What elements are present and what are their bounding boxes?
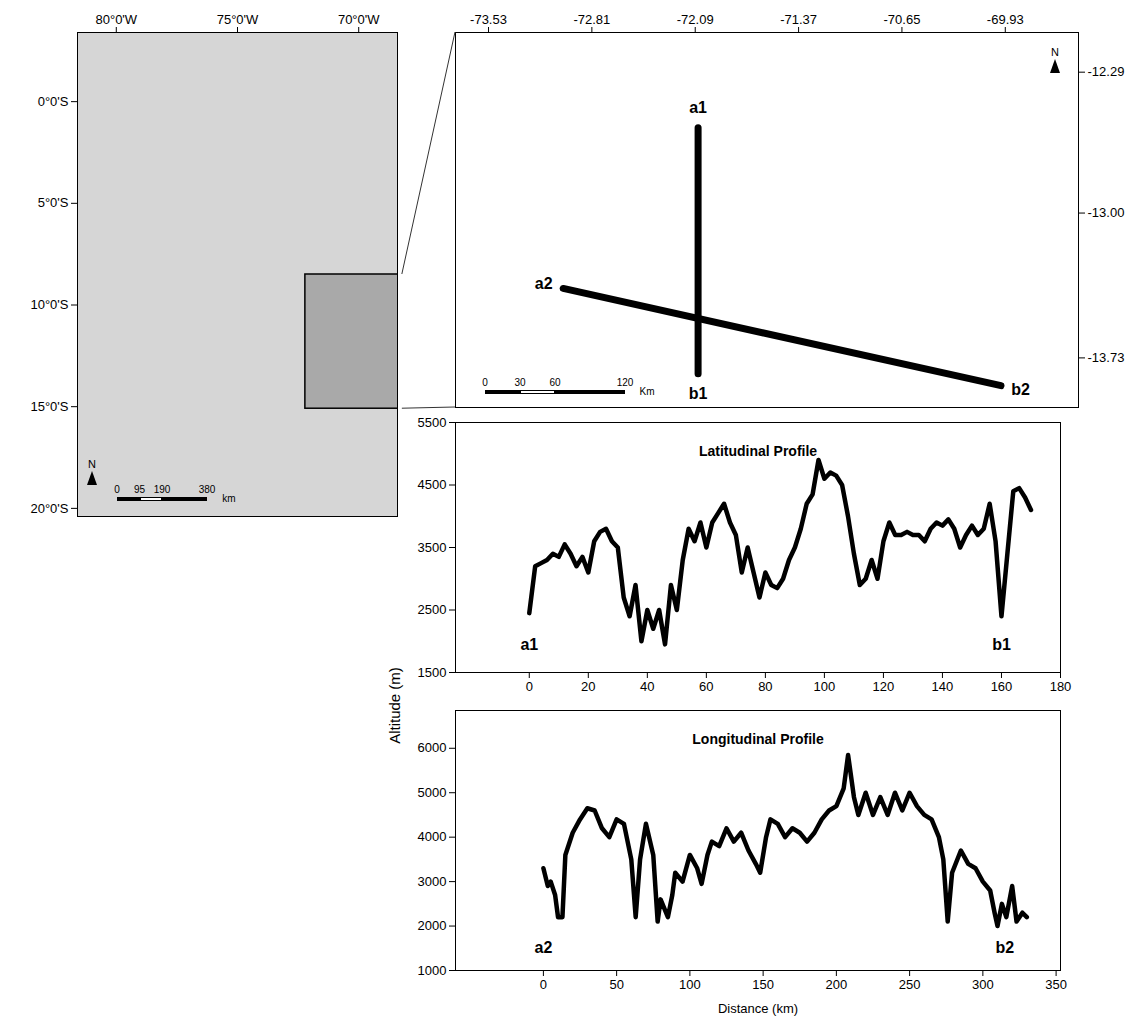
svg-text:1000: 1000	[418, 963, 447, 978]
html-text:95: 95	[133, 484, 146, 495]
svg-text:-12.29: -12.29	[1088, 64, 1125, 79]
svg-text:-13.73: -13.73	[1088, 350, 1125, 365]
html-text:N: N	[88, 458, 96, 470]
svg-text:Longitudinal Profile: Longitudinal Profile	[692, 731, 824, 747]
html-text:0: 0	[114, 484, 120, 495]
html-text:190: 190	[153, 484, 171, 495]
svg-text:5500: 5500	[418, 415, 447, 430]
svg-text:150: 150	[752, 977, 774, 992]
svg-text:a1: a1	[520, 635, 538, 652]
html-text:km: km	[222, 493, 236, 504]
svg-text:a2: a2	[535, 275, 553, 292]
svg-text:-72.09: -72.09	[677, 12, 714, 27]
svg-text:2500: 2500	[418, 602, 447, 617]
svg-text:b1: b1	[689, 385, 708, 402]
svg-text:80: 80	[758, 679, 772, 694]
html-text:Km: Km	[639, 386, 655, 397]
svg-text:2000: 2000	[418, 918, 447, 933]
svg-text:80°0'W: 80°0'W	[95, 12, 137, 27]
svg-text:b1: b1	[992, 635, 1011, 652]
svg-text:-70.65: -70.65	[883, 12, 920, 27]
svg-text:50: 50	[609, 977, 623, 992]
svg-text:b2: b2	[1011, 381, 1030, 398]
svg-text:-69.93: -69.93	[987, 12, 1024, 27]
html-text:N: N	[1051, 46, 1059, 58]
svg-text:200: 200	[826, 977, 848, 992]
html-text:0: 0	[482, 377, 488, 388]
svg-text:5000: 5000	[418, 785, 447, 800]
svg-text:4500: 4500	[418, 477, 447, 492]
svg-text:120: 120	[873, 679, 895, 694]
svg-text:Distance (km): Distance (km)	[718, 1001, 798, 1016]
svg-text:-72.81: -72.81	[573, 12, 610, 27]
svg-text:3000: 3000	[418, 874, 447, 889]
svg-text:-13.00: -13.00	[1088, 205, 1125, 220]
svg-text:100: 100	[679, 977, 701, 992]
svg-text:20°0'S: 20°0'S	[30, 501, 68, 516]
svg-text:3500: 3500	[418, 540, 447, 555]
svg-text:250: 250	[899, 977, 921, 992]
svg-text:20: 20	[581, 679, 595, 694]
svg-text:4000: 4000	[418, 829, 447, 844]
svg-text:0: 0	[526, 679, 533, 694]
svg-text:a2: a2	[534, 939, 552, 956]
svg-text:75°0'W: 75°0'W	[217, 12, 259, 27]
svg-text:160: 160	[991, 679, 1013, 694]
svg-text:-73.53: -73.53	[470, 12, 507, 27]
html-text:120: 120	[616, 377, 634, 388]
svg-text:0: 0	[540, 977, 547, 992]
svg-text:70°0'W: 70°0'W	[338, 12, 380, 27]
html-text:Altitude (m): Altitude (m)	[385, 666, 403, 744]
svg-text:-71.37: -71.37	[780, 12, 817, 27]
svg-text:140: 140	[932, 679, 954, 694]
svg-text:350: 350	[1045, 977, 1067, 992]
svg-text:b2: b2	[995, 939, 1014, 956]
svg-text:10°0'S: 10°0'S	[30, 297, 68, 312]
svg-text:1500: 1500	[418, 665, 447, 680]
svg-text:300: 300	[972, 977, 994, 992]
svg-text:100: 100	[814, 679, 836, 694]
svg-text:a1: a1	[689, 99, 707, 116]
svg-text:40: 40	[640, 679, 654, 694]
svg-text:15°0'S: 15°0'S	[30, 399, 68, 414]
svg-text:5°0'S: 5°0'S	[38, 195, 69, 210]
svg-text:60: 60	[699, 679, 713, 694]
html-text:30: 30	[514, 377, 526, 388]
html-text:380: 380	[198, 484, 216, 495]
html-text:60: 60	[549, 377, 561, 388]
svg-text:180: 180	[1050, 679, 1072, 694]
svg-text:0°0'S: 0°0'S	[38, 94, 69, 109]
svg-text:6000: 6000	[418, 740, 447, 755]
svg-text:Latitudinal Profile: Latitudinal Profile	[699, 443, 817, 459]
